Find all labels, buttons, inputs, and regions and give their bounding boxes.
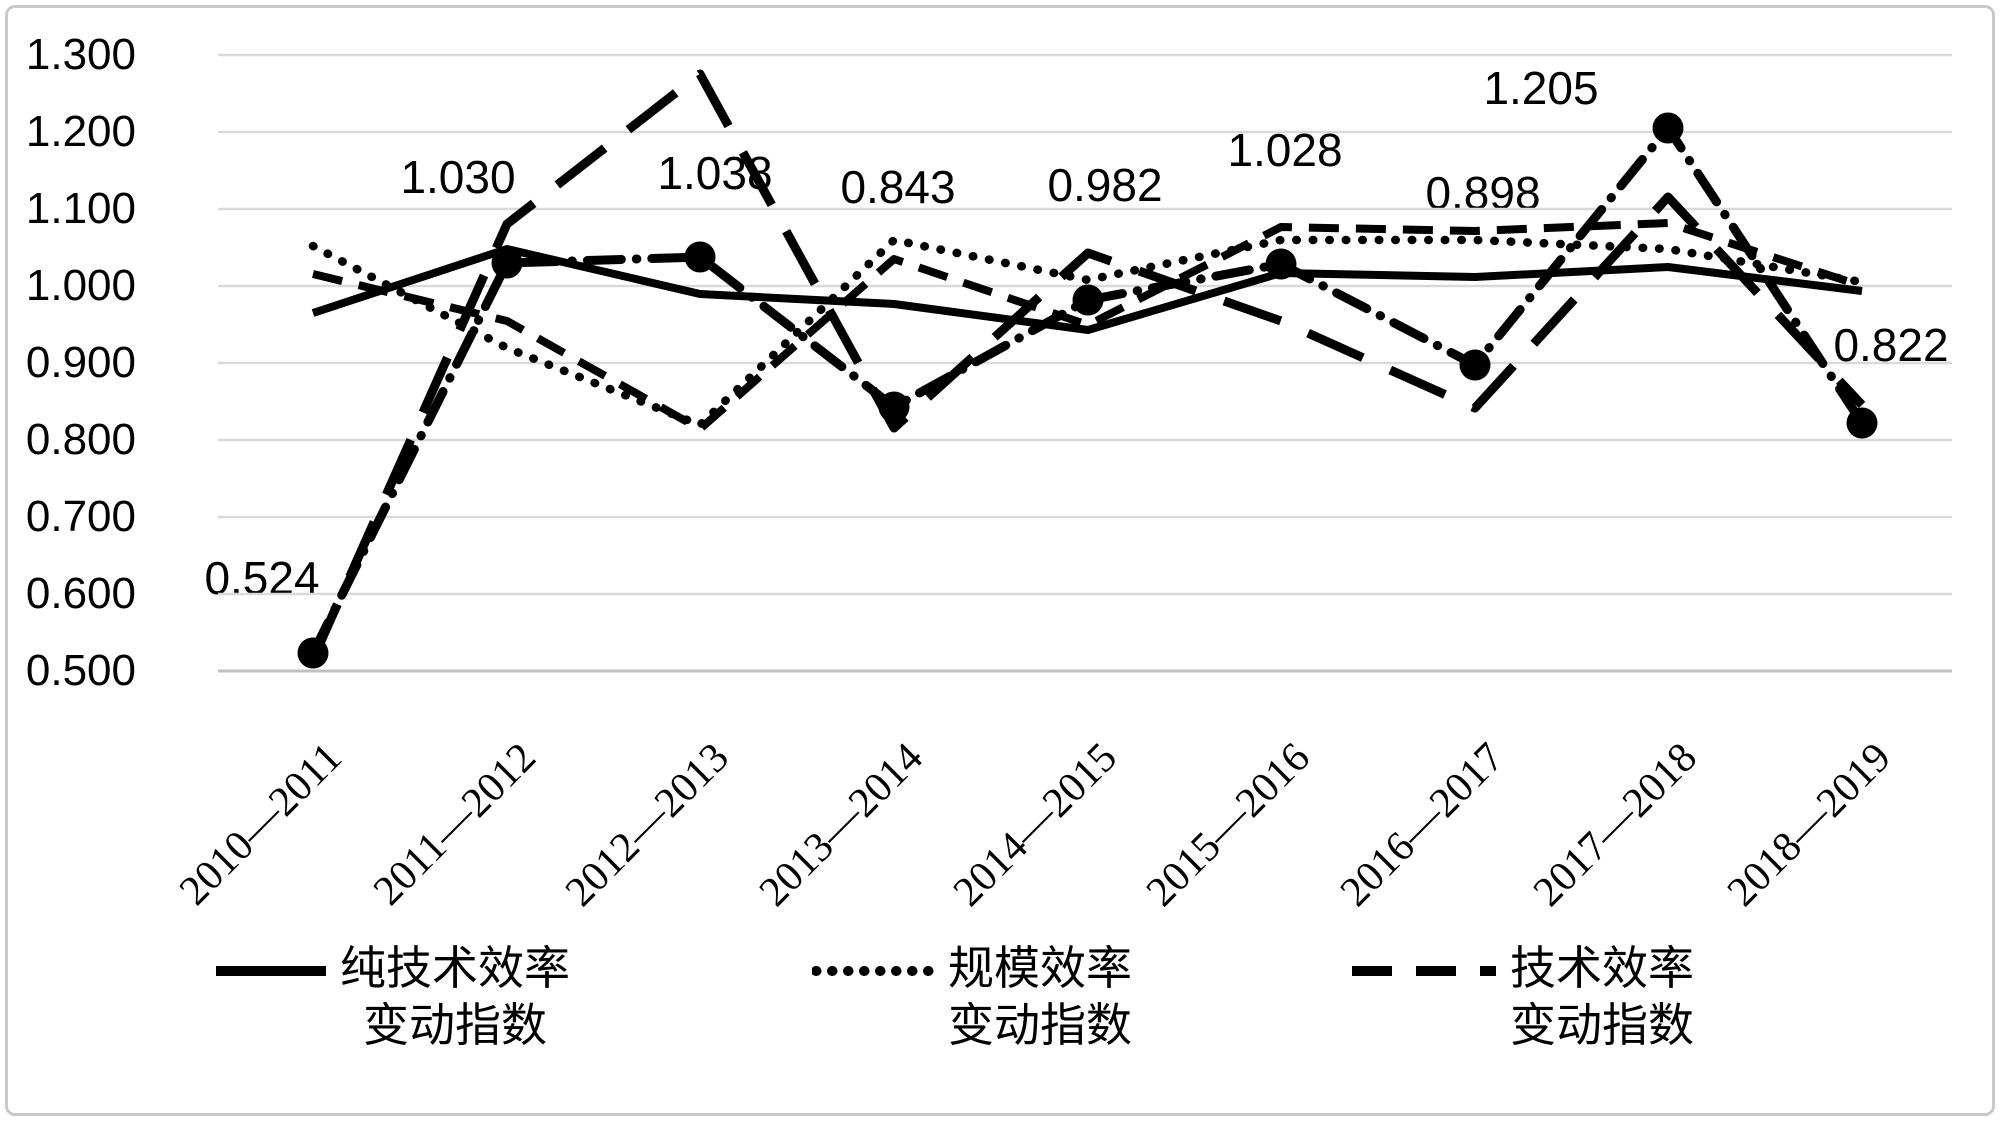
series-line-technical-efficiency-change bbox=[312, 219, 1864, 433]
legend-line-sample-dashed bbox=[1352, 966, 1496, 976]
legend-line-sample-solid bbox=[216, 966, 326, 976]
data-point-marker bbox=[1265, 248, 1297, 280]
figure-border bbox=[5, 5, 1995, 1116]
data-point-marker bbox=[297, 637, 329, 669]
legend-line-sample-dotted bbox=[812, 966, 938, 976]
data-point-label: 0.843 bbox=[840, 161, 956, 213]
legend-label: 技术效率 变动指数 bbox=[1510, 940, 1694, 1054]
data-point-marker bbox=[1072, 284, 1104, 316]
legend-item-0: 纯技术效率 变动指数 bbox=[212, 940, 570, 1054]
data-point-label: 1.030 bbox=[400, 151, 516, 203]
series-line-unlabeled-long-dash-series bbox=[308, 69, 1866, 661]
data-point-marker bbox=[684, 241, 716, 273]
legend-label: 纯技术效率 变动指数 bbox=[340, 940, 570, 1054]
y-tick-label: 1.200 bbox=[25, 107, 136, 156]
data-point-marker bbox=[878, 391, 910, 423]
legend-label: 规模效率 变动指数 bbox=[948, 940, 1132, 1054]
series-line-scale-efficiency-change bbox=[308, 235, 1867, 430]
series-line-labeled-marker-series bbox=[308, 123, 1867, 658]
data-point-label: 1.205 bbox=[1483, 62, 1599, 114]
y-tick-label: 0.800 bbox=[25, 415, 136, 464]
y-tick-label: 0.600 bbox=[25, 569, 136, 618]
legend-label-line: 规模效率 bbox=[948, 943, 1132, 994]
data-point-label: 0.898 bbox=[1425, 167, 1541, 219]
data-point-marker bbox=[1846, 407, 1878, 439]
data-point-marker bbox=[491, 247, 523, 279]
data-point-label: 0.524 bbox=[204, 552, 320, 604]
y-tick-label: 1.000 bbox=[25, 261, 136, 310]
data-point-marker bbox=[1652, 112, 1684, 144]
y-tick-label: 1.100 bbox=[25, 184, 136, 233]
y-tick-label: 1.300 bbox=[25, 30, 136, 79]
legend-label-line: 变动指数 bbox=[948, 1000, 1132, 1051]
legend-label-line: 变动指数 bbox=[1510, 1000, 1694, 1051]
legend-label-line: 纯技术效率 bbox=[340, 943, 570, 994]
legend-item-2: 技术效率 变动指数 bbox=[1348, 940, 1694, 1054]
legend-label-line: 技术效率 bbox=[1510, 943, 1694, 994]
data-point-label: 0.982 bbox=[1047, 159, 1163, 211]
y-tick-label: 0.900 bbox=[25, 338, 136, 387]
y-tick-label: 0.700 bbox=[25, 492, 136, 541]
legend-label-line: 变动指数 bbox=[363, 1000, 547, 1051]
data-point-marker bbox=[1459, 349, 1491, 381]
y-tick-label: 0.500 bbox=[25, 646, 136, 695]
legend: 纯技术效率 变动指数 规模效率 变动指数 技术效率 变动指数 bbox=[0, 940, 2000, 1100]
legend-item-1: 规模效率 变动指数 bbox=[812, 940, 1132, 1054]
